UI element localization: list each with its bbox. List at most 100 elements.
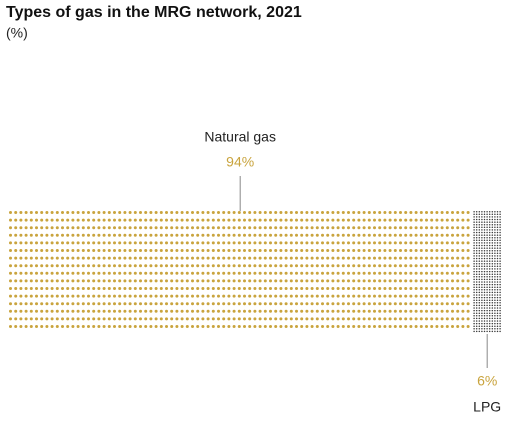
dot	[107, 287, 111, 290]
dot	[481, 216, 483, 218]
dot	[305, 264, 309, 268]
dot	[357, 279, 361, 283]
dot	[409, 218, 413, 222]
dot	[409, 287, 413, 290]
dot	[243, 309, 246, 313]
dot	[430, 325, 434, 328]
dot	[486, 252, 488, 255]
dot	[388, 279, 392, 283]
dot	[201, 271, 205, 275]
dot	[315, 218, 319, 222]
dot	[373, 325, 376, 328]
dot	[496, 249, 499, 252]
dot	[144, 256, 148, 260]
dot	[388, 294, 392, 298]
dot	[440, 294, 444, 298]
dot	[211, 218, 215, 222]
dot	[274, 309, 278, 313]
dot	[71, 241, 75, 245]
dot	[149, 241, 153, 245]
dot	[409, 271, 413, 275]
dot	[206, 294, 210, 298]
dot	[232, 294, 236, 298]
dot	[496, 273, 499, 275]
dot	[81, 264, 85, 268]
dot	[321, 294, 324, 298]
dot	[430, 302, 434, 306]
dot	[128, 256, 132, 260]
dot	[430, 218, 434, 222]
dot	[222, 264, 226, 268]
dot	[289, 271, 293, 275]
dot	[87, 325, 90, 328]
dot	[499, 231, 501, 234]
dot	[50, 233, 54, 237]
dot	[483, 330, 486, 333]
dot	[113, 256, 116, 260]
dot	[456, 256, 460, 260]
dot	[499, 260, 501, 262]
dot	[274, 241, 278, 245]
dot	[496, 213, 499, 216]
dot	[409, 309, 413, 313]
dot	[481, 286, 483, 288]
dot	[430, 233, 434, 237]
dot	[123, 218, 127, 222]
dot	[341, 226, 345, 230]
dot	[473, 268, 475, 270]
dot	[76, 233, 80, 237]
dot	[180, 309, 184, 313]
dot	[321, 256, 324, 260]
dot	[118, 226, 122, 230]
dot	[331, 233, 335, 237]
dot	[29, 218, 33, 222]
dot	[419, 309, 423, 313]
dot	[71, 302, 75, 306]
dot	[128, 218, 132, 222]
dot	[118, 309, 122, 313]
dot	[347, 317, 350, 321]
dot	[76, 249, 80, 252]
dot	[461, 211, 465, 214]
dot	[165, 302, 168, 306]
dot	[451, 233, 454, 237]
dot	[341, 218, 345, 222]
dot	[19, 287, 23, 290]
dot	[55, 256, 59, 260]
dot	[486, 307, 488, 309]
dot	[491, 236, 494, 239]
dot	[227, 302, 231, 306]
dot	[253, 211, 257, 214]
dot	[295, 218, 298, 222]
dot	[491, 312, 494, 314]
dot	[440, 264, 444, 268]
dot	[496, 291, 499, 294]
dot	[274, 256, 278, 260]
dot	[483, 307, 486, 309]
dot	[445, 302, 449, 306]
dot	[481, 281, 483, 283]
dot	[159, 294, 163, 298]
dot	[232, 249, 236, 252]
dot	[475, 307, 478, 309]
dot	[113, 287, 116, 290]
dot	[461, 241, 465, 245]
dot	[196, 317, 200, 321]
dot	[486, 216, 488, 218]
chart-subtitle: (%)	[6, 25, 28, 41]
dot	[473, 273, 475, 275]
dot	[473, 242, 475, 244]
dot	[483, 299, 486, 301]
dot	[491, 281, 494, 283]
dot	[274, 226, 278, 230]
dot	[248, 241, 252, 245]
dot	[217, 294, 220, 298]
dot	[486, 286, 488, 288]
dot	[486, 262, 488, 265]
dot	[123, 211, 127, 214]
dot	[279, 271, 283, 275]
dot	[81, 233, 85, 237]
dot	[478, 247, 481, 249]
dot	[399, 249, 402, 252]
dot	[139, 302, 142, 306]
